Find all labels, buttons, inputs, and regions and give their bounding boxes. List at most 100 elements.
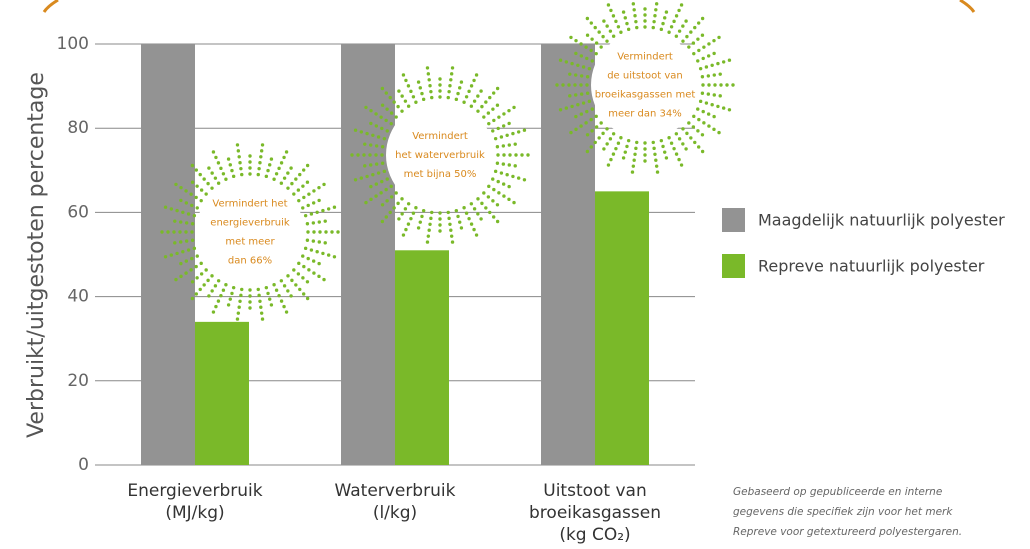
burst-dot [189,268,192,271]
burst-dot [397,89,400,92]
burst-dot [456,215,459,218]
burst-dot [465,95,468,98]
burst-dot [409,217,412,220]
burst-dot [170,253,173,256]
burst-dot [257,294,260,297]
burst-dot [227,157,230,160]
burst-dot [237,306,240,309]
burst-dot [460,80,463,83]
burst-dot [728,59,731,62]
burst-dot [675,35,678,38]
burst-dot [270,157,273,160]
burst-dot [579,124,582,127]
burst-dot [375,182,378,185]
burst-dot [394,191,397,194]
burst-dot [195,168,198,171]
burst-dot [717,131,720,134]
burst-dot [224,283,227,286]
burst-dot [179,199,182,202]
burst-dot [400,109,403,112]
burst-dot [297,262,300,265]
burst-dot [665,156,668,159]
burst-dot [653,14,656,17]
burst-dot [590,21,593,24]
burst-dot [473,99,476,102]
burst-dot [612,35,615,38]
burst-dot [217,299,220,302]
burst-dot [420,92,423,95]
burst-dot [672,20,675,23]
burst-dot [232,175,235,178]
burst-dot [301,276,304,279]
x-tick-label: Waterverbruik [335,481,456,501]
burst-dot [383,137,386,140]
burst-dot [179,275,182,278]
burst-dot [315,211,318,214]
burst-dot [302,265,305,268]
burst-dot [181,250,184,253]
burst-dot [227,303,230,306]
burst-dot [214,305,217,308]
burst-dot [200,199,203,202]
burst-dot [470,202,473,205]
burst-dot [224,178,227,181]
burst-dot [643,7,646,10]
burst-dot [438,95,441,98]
burst-dot [210,186,213,189]
burst-dot [663,150,666,153]
burst-dot [595,41,598,44]
burst-center [591,31,699,139]
burst-dot [429,217,432,220]
burst-dot [239,294,242,297]
burst-dot [285,310,288,313]
burst-dot [369,122,372,125]
x-tick-label: broeikasgassen [529,503,661,523]
burst-dot [237,311,240,314]
burst-dot [614,20,617,23]
burst-dot [312,271,315,274]
burst-dot [728,108,731,111]
burst-dot [692,41,695,44]
burst-dot [392,100,395,103]
burst-dot [164,206,167,209]
burst-dot [687,45,690,48]
burst-dot [307,204,310,207]
burst-dot [561,83,564,86]
burst-dot [502,112,505,115]
burst-dot [184,230,187,233]
burst-dot [302,196,305,199]
burst-dot [194,196,197,199]
burst-dot [632,164,635,167]
burst-dot [362,153,365,156]
burst-dot [310,212,313,215]
burst-dot [199,173,202,176]
burst-dot [480,105,483,108]
burst-dot [248,306,251,309]
burst-dot [402,233,405,236]
burst-dot [380,180,383,183]
burst-dot [594,26,597,29]
burst-dot [467,217,470,220]
burst-dot [360,130,363,133]
burst-dot [375,144,378,147]
burst-dot [508,143,511,146]
burst-dot [497,180,500,183]
burst-dot [627,28,630,31]
burst-dot [487,111,490,114]
burst-dot [511,175,514,178]
burst-dot [185,221,188,224]
burst-dot [369,163,372,166]
burst-dot [430,211,433,214]
burst-dot [248,288,251,291]
burst-dot [430,96,433,99]
burst-dot [568,94,571,97]
burst-dot [229,297,232,300]
burst-dot [707,92,710,95]
burst-dot [397,217,400,220]
burst-dot [488,211,491,214]
burst-dot [643,153,646,156]
burst-dot [595,115,598,118]
burst-dot [712,128,715,131]
burst-dot [677,9,680,12]
burst-dot [301,254,304,257]
